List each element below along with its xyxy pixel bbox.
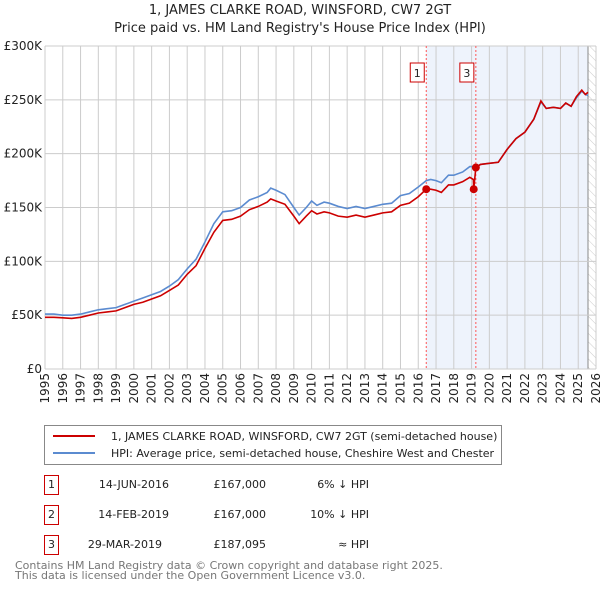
sale-number-badge: 2 <box>44 505 59 525</box>
x-tick-label: 2016 <box>411 373 425 404</box>
x-tick-label: 2017 <box>429 373 443 404</box>
sale-date: 29-MAR-2019 <box>87 538 162 551</box>
x-tick-label: 1997 <box>74 373 88 404</box>
sale-point <box>469 185 478 194</box>
sale-number-badge: 1 <box>44 475 59 495</box>
x-tick-label: 2006 <box>234 373 248 404</box>
sale-point <box>422 185 431 194</box>
x-tick-label: 2023 <box>536 373 550 404</box>
x-tick-label: 2009 <box>287 373 301 404</box>
x-tick-label: 2021 <box>500 373 514 404</box>
x-tick-label: 2020 <box>482 373 496 404</box>
x-tick-label: 1996 <box>56 373 70 404</box>
sale-hpi-relation: 6% ↓ HPI <box>317 478 369 491</box>
sale-label-number: 3 <box>463 67 470 80</box>
sale-label-number: 1 <box>414 67 421 80</box>
x-tick-label: 2024 <box>553 373 567 404</box>
sale-hpi-relation: ≈ HPI <box>338 538 369 551</box>
x-tick-label: 2007 <box>251 373 265 404</box>
footer-line-1: Contains HM Land Registry data © Crown c… <box>15 559 443 572</box>
x-tick-label: 2022 <box>518 373 532 404</box>
x-tick-label: 2001 <box>145 373 159 404</box>
y-tick-label: £100K <box>4 254 44 268</box>
x-tick-label: 2003 <box>180 373 194 404</box>
x-tick-label: 2025 <box>571 373 585 404</box>
sale-date: 14-JUN-2016 <box>98 478 169 491</box>
sale-row: 2 14-FEB-2019 £167,000 10% ↓ HPI <box>44 505 444 525</box>
y-tick-label: £250K <box>4 93 44 107</box>
sale-row: 1 14-JUN-2016 £167,000 6% ↓ HPI <box>44 475 444 495</box>
footer: Contains HM Land Registry data © Crown c… <box>15 559 443 582</box>
x-tick-label: 2010 <box>305 373 319 404</box>
sale-label-box <box>409 62 425 83</box>
y-tick-label: £300K <box>4 39 44 53</box>
x-tick-label: 1995 <box>38 373 52 404</box>
sale-point <box>471 163 480 172</box>
legend-swatch-property <box>53 435 95 437</box>
x-tick-label: 1999 <box>109 373 123 404</box>
sale-number-badge: 3 <box>44 535 59 555</box>
sale-hpi-relation: 10% ↓ HPI <box>310 508 369 521</box>
x-tick-label: 2014 <box>376 373 390 404</box>
sale-label-box <box>459 62 475 83</box>
y-tick-label: £0 <box>27 362 42 376</box>
x-tick-label: 2013 <box>358 373 372 404</box>
legend: 1, JAMES CLARKE ROAD, WINSFORD, CW7 2GT … <box>44 425 502 465</box>
x-tick-label: 2018 <box>447 373 461 404</box>
sale-price: £187,095 <box>213 538 267 551</box>
sale-price: £167,000 <box>213 508 267 521</box>
footer-line-2: This data is licensed under the Open Gov… <box>15 569 366 582</box>
x-tick-label: 2026 <box>589 373 600 404</box>
y-tick-label: £200K <box>4 147 44 161</box>
x-tick-label: 2012 <box>340 373 354 404</box>
y-tick-label: £50K <box>11 308 43 322</box>
x-tick-label: 2005 <box>216 373 230 404</box>
y-tick-label: £150K <box>4 201 44 215</box>
x-tick-label: 1998 <box>91 373 105 404</box>
sale-row: 3 29-MAR-2019 £187,095 ≈ HPI <box>44 535 444 555</box>
chart-title: 1, JAMES CLARKE ROAD, WINSFORD, CW7 2GT <box>148 3 452 18</box>
x-tick-label: 2019 <box>465 373 479 404</box>
property-price-line <box>45 88 589 320</box>
chart-subtitle: Price paid vs. HM Land Registry's House … <box>114 21 486 36</box>
x-tick-label: 2015 <box>393 373 407 404</box>
sale-date: 14-FEB-2019 <box>98 508 169 521</box>
x-tick-label: 2004 <box>198 373 212 404</box>
x-tick-label: 2011 <box>322 373 336 404</box>
legend-label-hpi: HPI: Average price, semi-detached house,… <box>111 446 495 460</box>
x-tick-label: 2000 <box>127 373 141 404</box>
plot-area: 1995 1996 1997 1998 1999 2000 2001 2002 2003 2004… <box>4 39 600 404</box>
sale-price: £167,000 <box>213 478 267 491</box>
x-tick-label: 2002 <box>162 373 176 404</box>
legend-label-property: 1, JAMES CLARKE ROAD, WINSFORD, CW7 2GT … <box>111 429 498 443</box>
legend-swatch-hpi <box>53 452 95 454</box>
x-tick-label: 2008 <box>269 373 283 404</box>
